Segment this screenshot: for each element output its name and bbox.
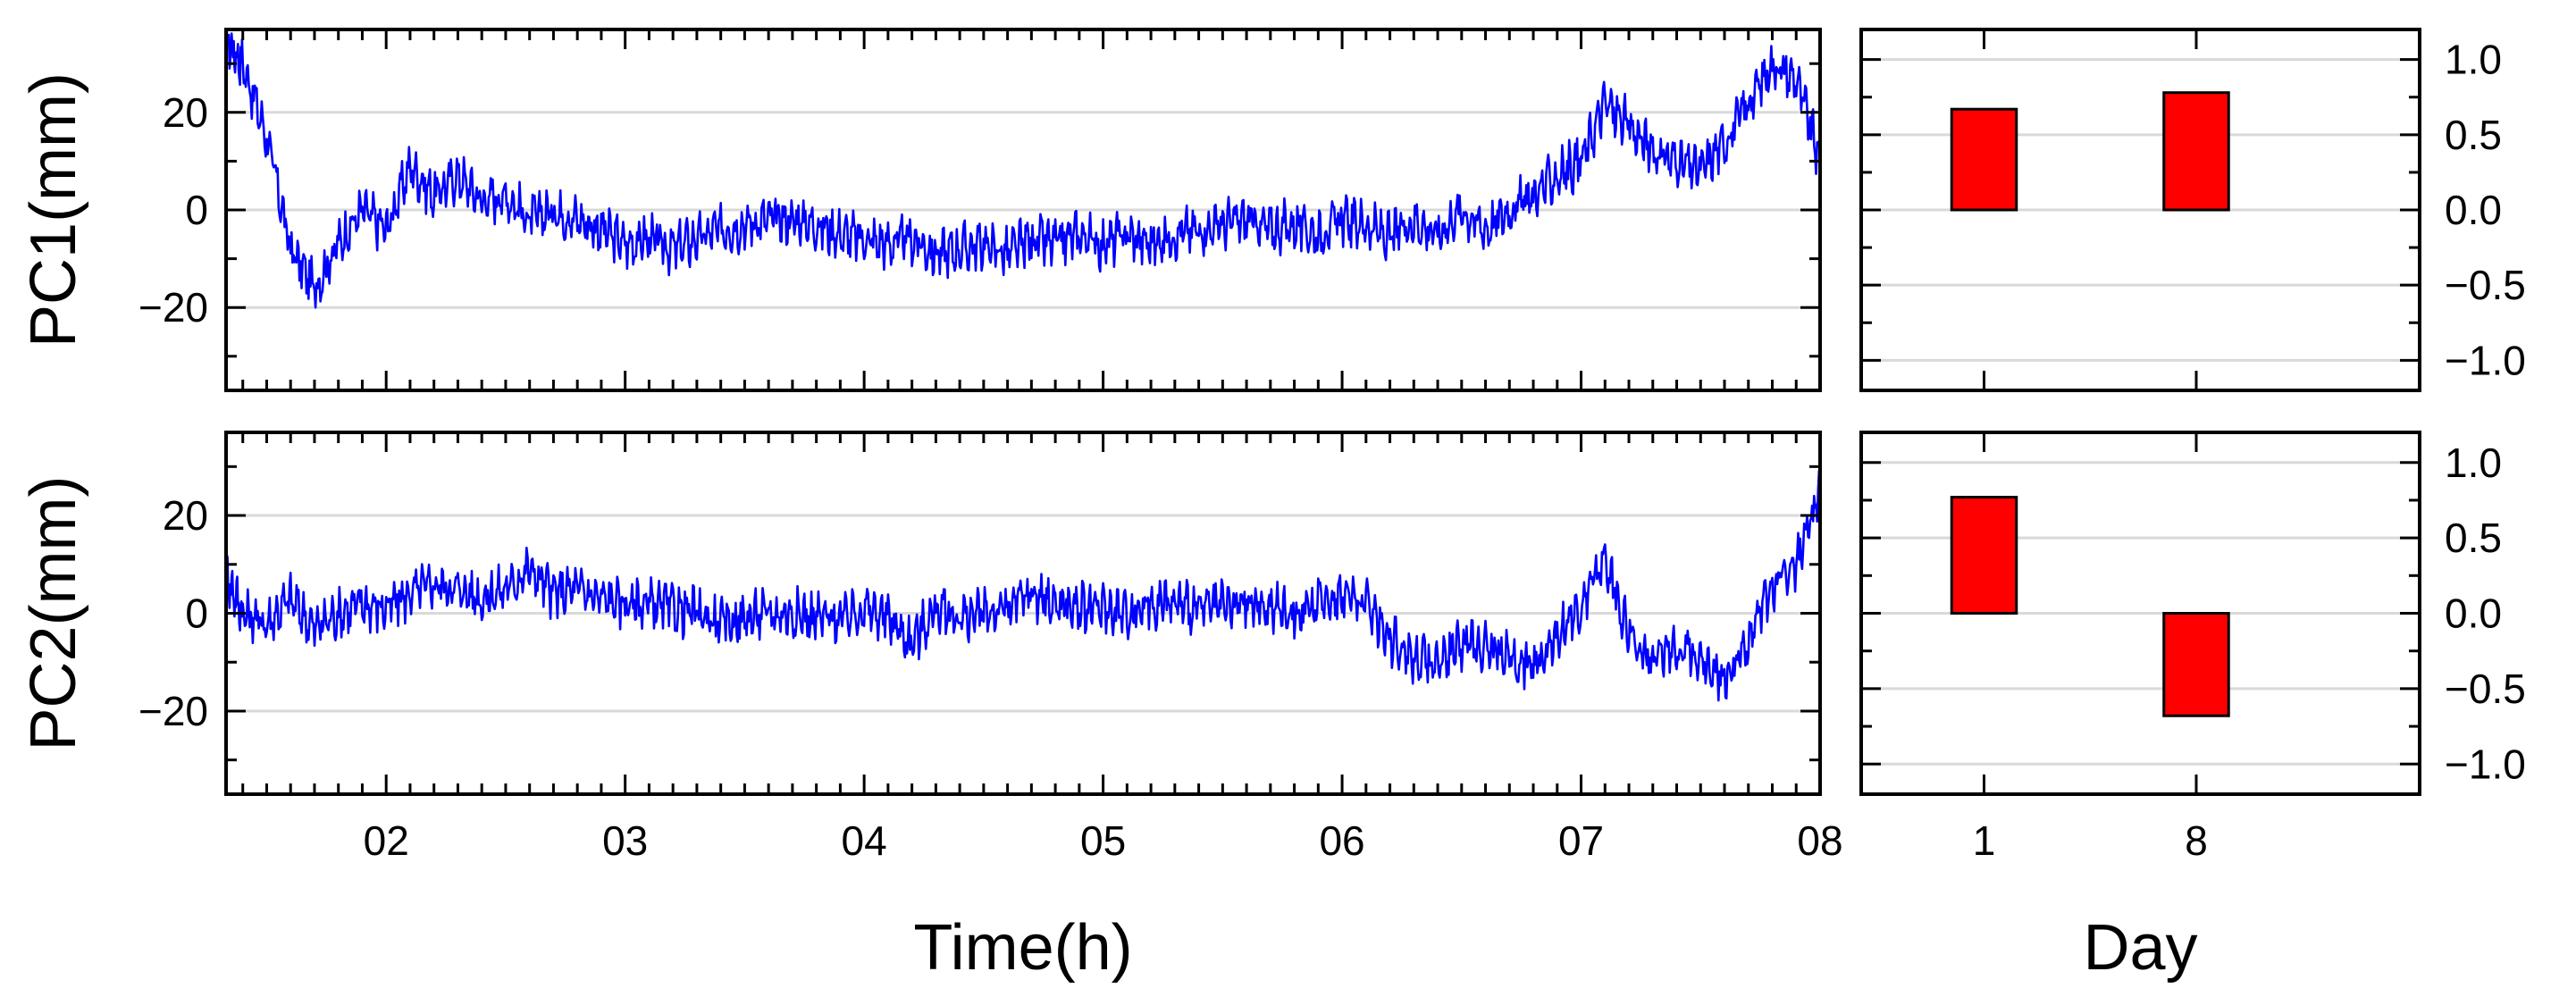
y-tick-label: −20: [138, 688, 208, 734]
pc2-time-panel: −20 0 20 02 03 04 05 06 07 08 PC2(mm) Time(h): [18, 431, 1843, 984]
pc1-time-panel: −20 0 20 PC1(mm): [18, 28, 1822, 392]
pc1-day-panel: −1.0 −0.5 0.0 0.5 1.0: [1859, 28, 2526, 392]
y-tick-label: −1.0: [2445, 741, 2526, 787]
bar: [2162, 612, 2230, 717]
y-tick-label: 1.0: [2445, 440, 2502, 486]
y-axis-title: PC1(mm): [18, 72, 89, 348]
y-tick-label: 0: [185, 590, 208, 637]
bar: [1950, 107, 2018, 212]
x-tick-label: 05: [1080, 817, 1126, 864]
y-tick-label: 0: [185, 187, 208, 233]
y-tick-label: 0.5: [2445, 112, 2502, 158]
x-tick-label: 06: [1319, 817, 1364, 864]
series-line: [224, 469, 1822, 702]
series-line: [225, 29, 1822, 309]
pc2-day-panel: −1.0 −0.5 0.0 0.5 1.0 1 8 Day: [1859, 431, 2526, 984]
y-tick-label: 20: [163, 89, 208, 136]
y-tick-label: 20: [163, 492, 208, 539]
y-tick-label: −1.0: [2445, 337, 2526, 383]
y-tick-label: −20: [138, 284, 208, 331]
y-tick-label: −0.5: [2445, 666, 2526, 712]
x-axis-title: Day: [2083, 912, 2197, 984]
bar: [1950, 496, 2018, 615]
bar: [2162, 91, 2230, 212]
y-tick-label: 0.0: [2445, 590, 2502, 637]
x-tick-label: 04: [842, 817, 887, 864]
x-tick-label: 08: [1797, 817, 1842, 864]
x-tick-label: 03: [602, 817, 648, 864]
x-tick-label: 8: [2185, 817, 2208, 864]
x-axis-title: Time(h): [913, 912, 1132, 984]
x-tick-label: 07: [1558, 817, 1604, 864]
y-tick-label: −0.5: [2445, 262, 2526, 308]
y-tick-label: 1.0: [2445, 37, 2502, 83]
y-axis-title: PC2(mm): [18, 476, 89, 751]
y-tick-label: 0.0: [2445, 187, 2502, 233]
y-tick-label: 0.5: [2445, 515, 2502, 561]
x-tick-label: 1: [1973, 817, 1996, 864]
x-tick-label: 02: [364, 817, 409, 864]
